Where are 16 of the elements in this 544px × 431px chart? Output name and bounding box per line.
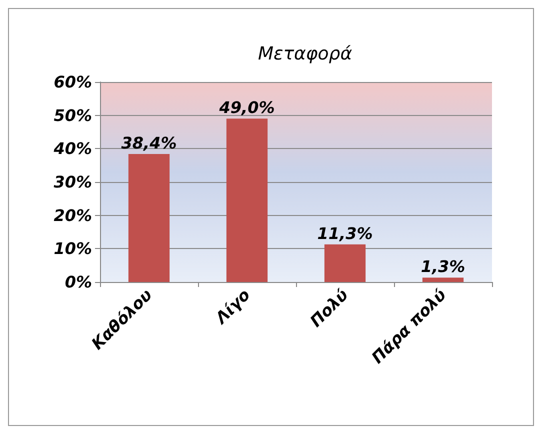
bar bbox=[324, 244, 366, 282]
data-label: 38,4% bbox=[121, 134, 177, 152]
y-tick-label: 10% bbox=[54, 239, 92, 258]
data-label: 49,0% bbox=[218, 98, 275, 118]
bar bbox=[422, 278, 464, 282]
chart-title: Μεταφορά bbox=[258, 44, 352, 64]
data-label: 1,3% bbox=[420, 257, 466, 276]
data-label: 11,3% bbox=[317, 224, 373, 243]
bar bbox=[128, 154, 170, 282]
y-tick-label: 60% bbox=[54, 72, 92, 92]
y-tick-label: 50% bbox=[54, 106, 92, 125]
y-tick-label: 0% bbox=[64, 272, 92, 292]
y-tick-label: 20% bbox=[54, 206, 92, 225]
y-tick-label: 40% bbox=[52, 139, 92, 158]
y-tick-label: 30% bbox=[54, 172, 92, 192]
bar bbox=[226, 118, 268, 282]
